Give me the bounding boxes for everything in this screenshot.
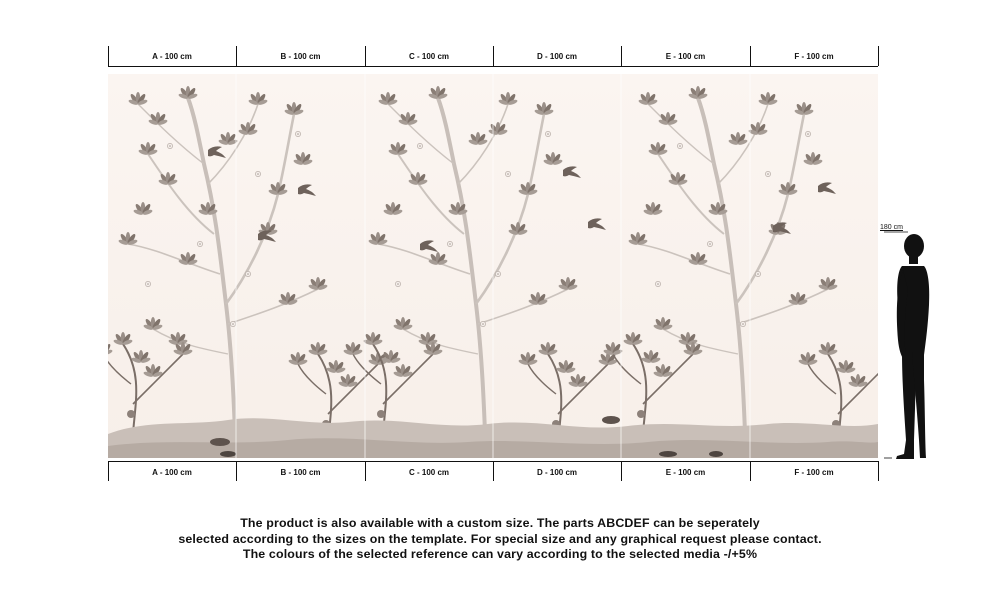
bottom-dimension-ruler: A - 100 cm B - 100 cm C - 100 cm D - 100… [108, 461, 879, 483]
ruler-tick [621, 46, 622, 66]
wallpaper-mural-preview [108, 74, 878, 458]
panel-label-bottom-d: D - 100 cm [536, 468, 578, 477]
chinoiserie-tree-illustration [108, 74, 878, 458]
rock-illustration [210, 438, 230, 446]
ruler-tick [236, 46, 237, 66]
panel-label-top-c: C - 100 cm [408, 52, 450, 61]
panel-label-top-b: B - 100 cm [280, 52, 321, 61]
note-line: The colours of the selected reference ca… [242, 547, 758, 561]
ruler-tick [236, 461, 237, 481]
panel-label-top-d: D - 100 cm [536, 52, 578, 61]
ruler-tick [878, 46, 879, 66]
panel-label-bottom-b: B - 100 cm [280, 468, 321, 477]
note-line: selected according to the sizes on the t… [178, 531, 822, 546]
ruler-tick [108, 461, 109, 481]
rock-illustration [220, 451, 236, 457]
ruler-tick [750, 461, 751, 481]
height-scale-label: 180 cm [880, 224, 903, 231]
ruler-tick [108, 46, 109, 66]
rock-illustration [602, 416, 620, 424]
panel-label-top-f: F - 100 cm [794, 52, 834, 61]
panel-label-top-e: E - 100 cm [665, 52, 706, 61]
ruler-tick [365, 46, 366, 66]
panel-label-bottom-f: F - 100 cm [794, 468, 834, 477]
ruler-tick [750, 46, 751, 66]
ruler-tick [621, 461, 622, 481]
product-notes: The product is also available with a cus… [0, 516, 1000, 563]
panel-label-top-a: A - 100 cm [152, 52, 192, 61]
ruler-line [108, 66, 878, 67]
panel-label-bottom-e: E - 100 cm [665, 468, 706, 477]
ruler-tick [493, 46, 494, 66]
rock-illustration [709, 451, 723, 457]
panel-label-bottom-a: A - 100 cm [152, 468, 192, 477]
top-dimension-ruler: A - 100 cm B - 100 cm C - 100 cm D - 100… [108, 44, 879, 67]
rock-illustration [659, 451, 677, 457]
ruler-tick [365, 461, 366, 481]
ruler-tick [493, 461, 494, 481]
panel-label-bottom-c: C - 100 cm [408, 468, 450, 477]
ruler-tick [878, 461, 879, 481]
human-silhouette-icon [884, 231, 930, 459]
note-line: The product is also available with a cus… [240, 516, 760, 530]
